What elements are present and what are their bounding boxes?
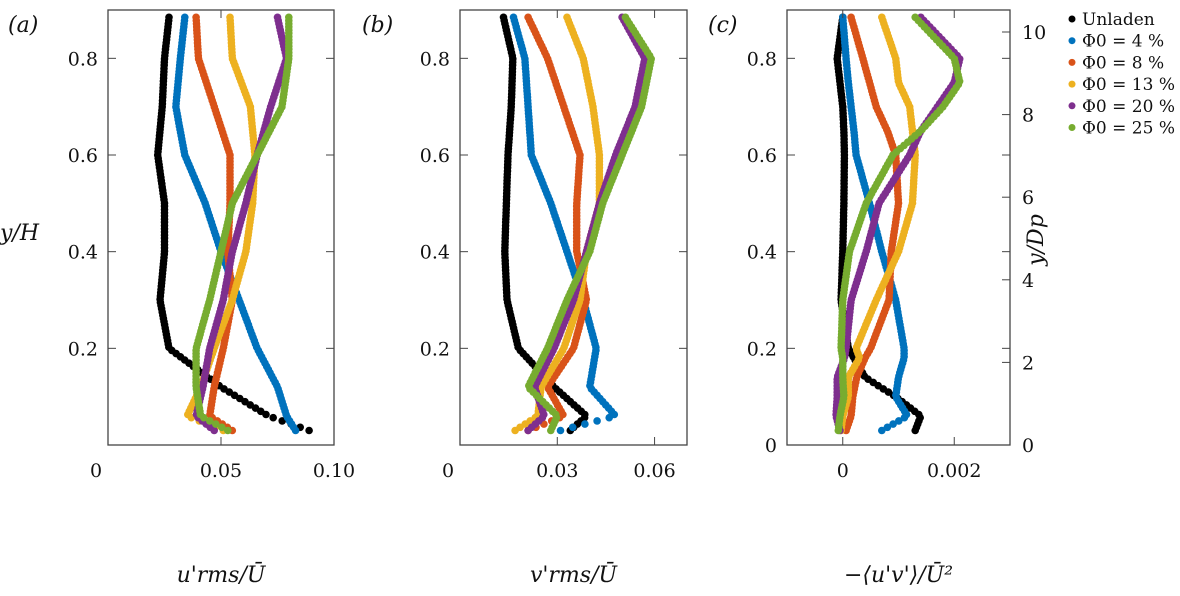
data-point [889,420,897,428]
right-y-tick-label: 4 [1022,270,1034,292]
y-tick-label: 0.4 [68,242,98,264]
series-0 [153,13,313,435]
data-point [581,420,589,428]
panel-b: (b) 0 0.03 0.06 0.2 0.4 0.6 0.8 v'rms/Ū [362,9,688,588]
right-y-axis: 0 2 4 6 8 10 [1002,22,1046,457]
series-0 [499,13,589,435]
data-point [605,413,613,422]
y-tick-label: 0.2 [747,338,777,360]
data-point [224,426,232,435]
legend-marker [1068,15,1076,23]
legend-item: Unladen [1068,10,1155,30]
panel-label: (b) [362,13,393,38]
y-tick-label: 0.2 [420,338,450,360]
data-point [269,413,278,422]
data-point [895,417,903,425]
y-tick-label: 0.8 [747,48,777,70]
axes-frame [459,9,688,446]
data-point [878,426,886,435]
legend-label: Φ0 = 4 % [1082,32,1164,52]
data-point [834,426,843,435]
shared-y-axis-label: y/H [0,221,40,246]
series-0 [833,13,924,435]
legend-item: Φ0 = 13 % [1068,75,1175,95]
right-y-tick-label: 8 [1022,105,1034,127]
legend-label: Φ0 = 25 % [1082,119,1175,139]
data-point [568,423,577,432]
x-tick-label: 0.002 [927,460,981,482]
legend-marker [1068,102,1076,110]
x-tick-label: 0 [442,460,454,482]
x-tick-label: 0.05 [200,460,242,482]
series-2 [524,13,591,435]
right-y-tick-label: 6 [1022,187,1034,209]
panel-label: (c) [708,13,738,38]
y-tick-label: 0.8 [68,48,98,70]
x-axis-label: v'rms/Ū [530,561,619,588]
legend-label: Φ0 = 13 % [1082,75,1175,95]
right-y-tick-label: 2 [1022,352,1034,374]
right-y-tick-label: 0 [1022,435,1034,457]
data-point [900,413,909,422]
data-point [206,417,214,425]
right-y-axis-label: y/Dp [1024,214,1049,267]
x-tick-label: 0 [90,460,102,482]
x-tick-label: 0.03 [536,460,578,482]
series-1 [509,13,619,435]
x-axis-label: u'rms/Ū [177,561,267,588]
panel-label: (a) [8,13,38,38]
data-point [911,426,919,435]
legend-marker [1068,80,1076,88]
panel-c: (c) 0 0.002 0 0.2 0.4 0.6 0.8 −⟨u'v'⟩/Ū² [708,9,1011,588]
series-3 [837,13,919,435]
series-5 [834,13,964,435]
legend-item: Φ0 = 25 % [1068,119,1175,139]
series-1 [172,13,300,435]
legend-label: Φ0 = 8 % [1082,53,1164,73]
data-point [291,426,300,435]
axes-frame [107,9,335,446]
legend-label: Φ0 = 20 % [1082,97,1175,117]
series-5 [525,13,655,435]
y-tick-label: 0.4 [747,242,777,264]
y-tick-label: 0.8 [420,48,450,70]
data-point [305,426,313,435]
x-tick-label: 0.06 [633,460,675,482]
panel-a: (a) 0 0.05 0.10 0.2 0.4 0.6 0.8 u'rms/Ū [8,9,355,588]
data-point [556,426,565,435]
y-tick-label: 0.6 [747,145,777,167]
data-point [262,410,270,419]
legend-item: Φ0 = 4 % [1068,32,1164,52]
y-tick-label: 0 [765,435,777,457]
x-axis-label: −⟨u'v'⟩/Ū² [844,561,953,588]
legend-label: Unladen [1082,10,1155,30]
legend-marker [1068,58,1076,66]
data-point [883,423,892,432]
y-tick-label: 0.6 [68,145,98,167]
x-tick-label: 0.10 [313,460,355,482]
legend-marker [1068,37,1076,45]
axes-frame [786,9,1011,446]
data-point [212,420,220,428]
y-tick-label: 0.6 [420,145,450,167]
data-point [593,417,601,425]
x-tick-label: 0 [837,460,849,482]
data-point [218,423,226,432]
data-point [210,426,218,435]
data-point [511,426,519,435]
series-5 [192,13,293,435]
y-tick-label: 0.4 [420,242,450,264]
y-tick-label: 0.2 [68,338,98,360]
legend-item: Φ0 = 8 % [1068,53,1164,73]
legend-marker [1068,124,1076,131]
legend-item: Φ0 = 20 % [1068,97,1175,117]
right-y-tick-label: 10 [1022,22,1046,44]
data-point [547,426,555,435]
data-point [200,413,208,422]
data-point [524,426,532,435]
